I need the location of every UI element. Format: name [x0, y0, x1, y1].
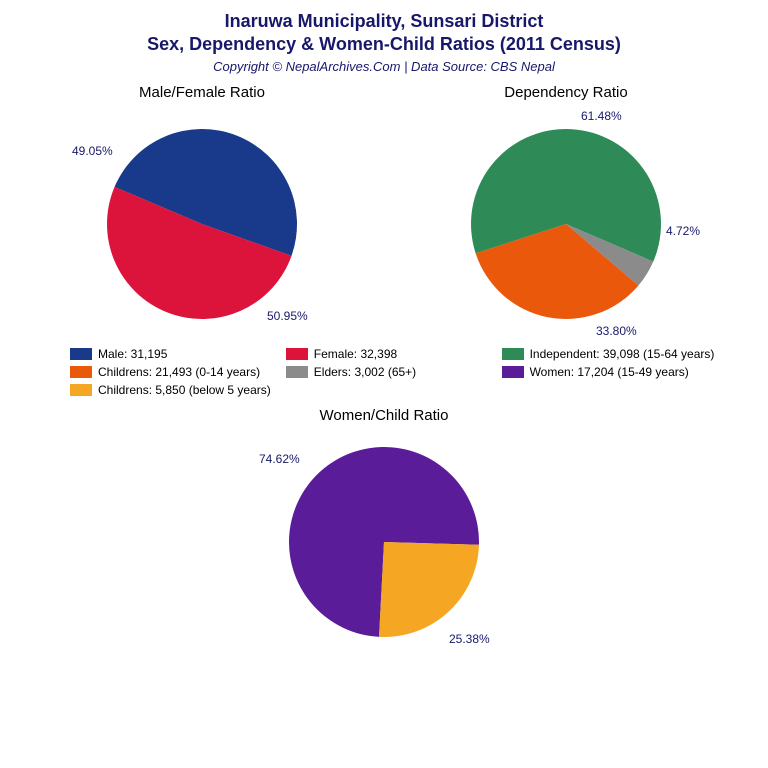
- legend-item: Female: 32,398: [286, 347, 502, 361]
- legend-item: Independent: 39,098 (15-64 years): [502, 347, 718, 361]
- chart-container: Inaruwa Municipality, Sunsari District S…: [0, 0, 768, 768]
- title-line-2: Sex, Dependency & Women-Child Ratios (20…: [20, 33, 748, 56]
- legend-label: Female: 32,398: [314, 347, 397, 361]
- legend-item: Male: 31,195: [70, 347, 286, 361]
- legend-swatch: [70, 348, 92, 360]
- chart2-label-elders: 4.72%: [666, 224, 700, 238]
- chart1-label-female: 50.95%: [267, 309, 308, 323]
- pie-slice: [379, 542, 479, 637]
- legend-label: Women: 17,204 (15-49 years): [530, 365, 689, 379]
- legend-swatch: [70, 384, 92, 396]
- legend-label: Childrens: 5,850 (below 5 years): [98, 383, 271, 397]
- chart3-label-women: 74.62%: [259, 452, 300, 466]
- legend: Male: 31,195 Female: 32,398 Independent: 3…: [20, 339, 748, 397]
- chart3-label-childrens: 25.38%: [449, 632, 490, 646]
- chart1-title: Male/Female Ratio: [139, 84, 265, 101]
- chart-dependency: Dependency Ratio 61.48% 4.72% 33.80%: [426, 84, 706, 339]
- legend-item: Women: 17,204 (15-49 years): [502, 365, 718, 379]
- legend-swatch: [502, 348, 524, 360]
- chart1-pie-wrap: 49.05% 50.95%: [62, 109, 342, 339]
- legend-item: Childrens: 5,850 (below 5 years): [70, 383, 286, 397]
- chart1-label-male: 49.05%: [72, 144, 113, 158]
- legend-swatch: [502, 366, 524, 378]
- chart2-label-childrens: 33.80%: [596, 324, 637, 338]
- legend-swatch: [70, 366, 92, 378]
- legend-label: Male: 31,195: [98, 347, 167, 361]
- chart-women-child: Women/Child Ratio 74.62% 25.38%: [244, 407, 524, 652]
- legend-swatch: [286, 348, 308, 360]
- legend-swatch: [286, 366, 308, 378]
- chart2-title: Dependency Ratio: [504, 84, 627, 101]
- chart2-label-independent: 61.48%: [581, 109, 622, 123]
- top-charts-row: Male/Female Ratio 49.05% 50.95% Dependen…: [20, 84, 748, 339]
- chart3-pie-wrap: 74.62% 25.38%: [244, 432, 524, 652]
- legend-item: Elders: 3,002 (65+): [286, 365, 502, 379]
- header: Inaruwa Municipality, Sunsari District S…: [20, 10, 748, 74]
- title-line-1: Inaruwa Municipality, Sunsari District: [20, 10, 748, 33]
- bottom-chart-row: Women/Child Ratio 74.62% 25.38%: [20, 407, 748, 652]
- legend-label: Independent: 39,098 (15-64 years): [530, 347, 715, 361]
- chart3-title: Women/Child Ratio: [320, 407, 449, 424]
- chart-male-female: Male/Female Ratio 49.05% 50.95%: [62, 84, 342, 339]
- chart2-svg: [426, 109, 706, 339]
- chart2-pie-wrap: 61.48% 4.72% 33.80%: [426, 109, 706, 339]
- legend-item: Childrens: 21,493 (0-14 years): [70, 365, 286, 379]
- subtitle: Copyright © NepalArchives.Com | Data Sou…: [20, 59, 748, 74]
- legend-label: Childrens: 21,493 (0-14 years): [98, 365, 260, 379]
- legend-label: Elders: 3,002 (65+): [314, 365, 416, 379]
